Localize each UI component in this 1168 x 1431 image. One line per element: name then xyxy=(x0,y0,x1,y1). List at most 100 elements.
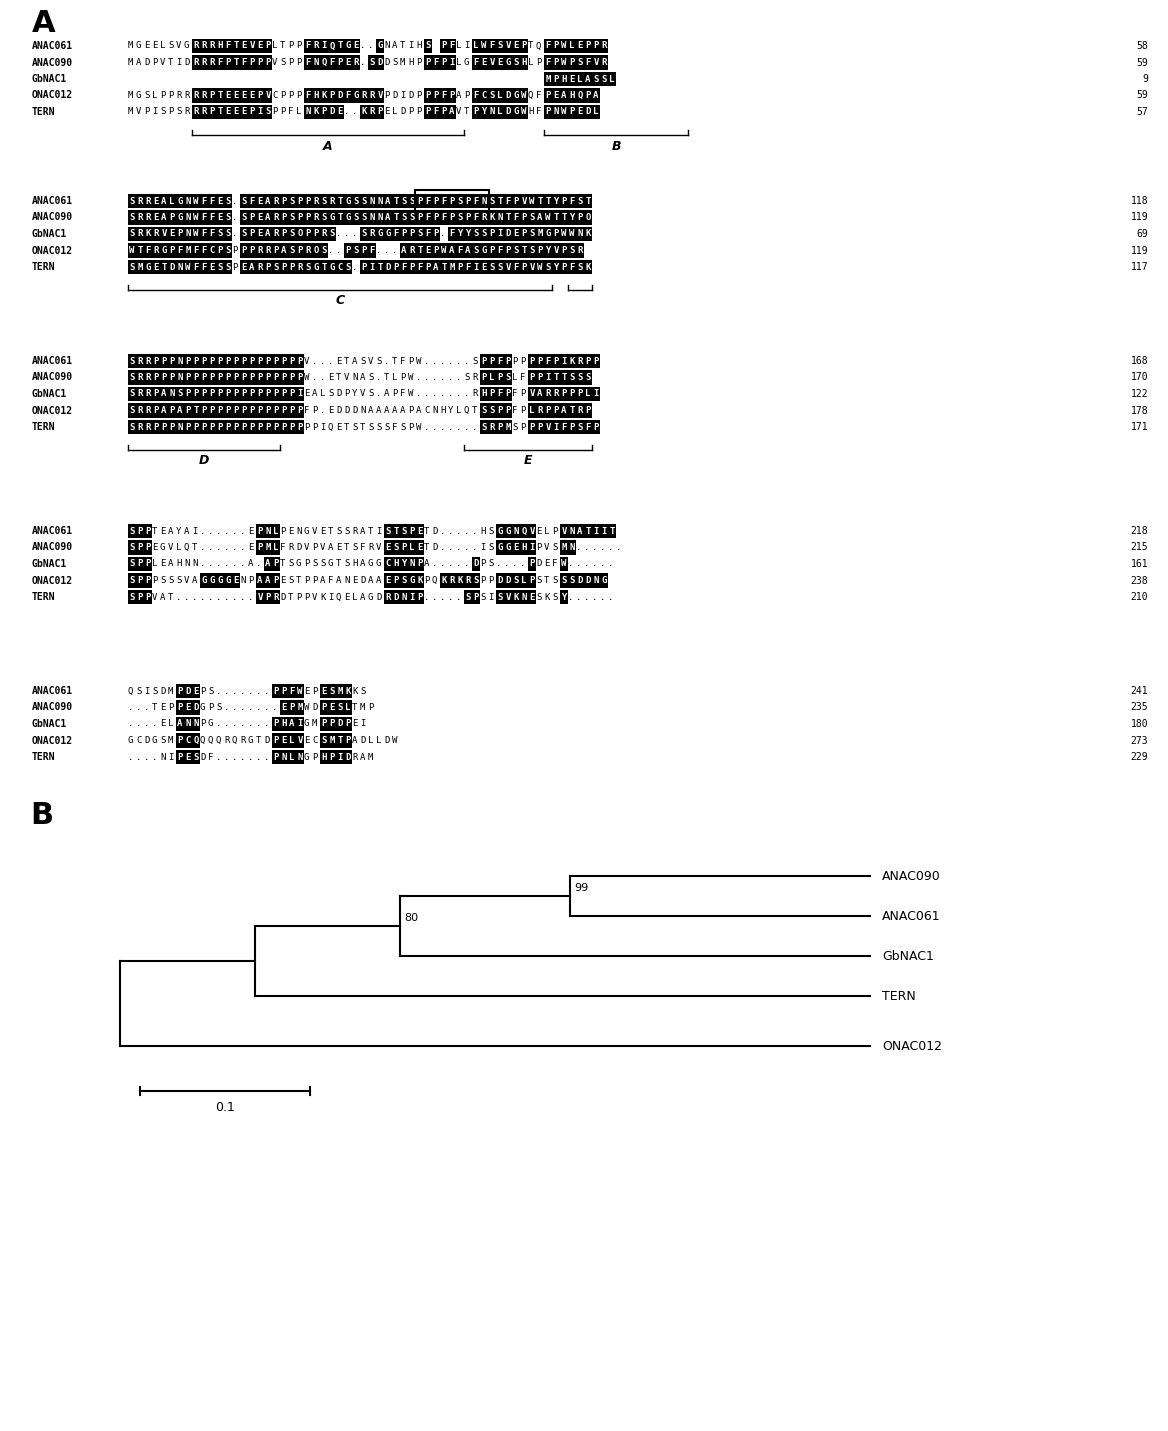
Text: A: A xyxy=(290,720,294,728)
Text: S: S xyxy=(160,736,166,746)
Text: R: R xyxy=(145,422,151,432)
Text: N: N xyxy=(569,527,575,535)
Text: ONAC012: ONAC012 xyxy=(32,90,74,100)
Text: A: A xyxy=(161,389,167,398)
Text: A: A xyxy=(450,107,454,116)
Text: P: P xyxy=(265,422,271,432)
Text: W: W xyxy=(194,213,199,222)
Text: E: E xyxy=(152,41,158,50)
Bar xyxy=(576,89,584,103)
Text: .: . xyxy=(264,753,270,761)
Text: P: P xyxy=(433,213,439,222)
Text: R: R xyxy=(138,422,142,432)
Text: P: P xyxy=(450,92,454,100)
Text: R: R xyxy=(321,229,327,239)
Text: 238: 238 xyxy=(1131,575,1148,585)
Text: F: F xyxy=(369,246,375,255)
Text: P: P xyxy=(537,246,543,255)
Text: A: A xyxy=(537,389,543,398)
Bar xyxy=(320,39,328,53)
Bar xyxy=(543,228,552,240)
Text: T: T xyxy=(562,213,566,222)
Text: D: D xyxy=(408,92,413,100)
Text: S: S xyxy=(290,246,294,255)
Text: T: T xyxy=(498,196,502,206)
Text: R: R xyxy=(577,356,583,365)
Text: .: . xyxy=(232,687,237,695)
Bar xyxy=(472,39,480,53)
Bar xyxy=(512,89,520,103)
Text: P: P xyxy=(225,389,231,398)
Text: P: P xyxy=(425,92,431,100)
Text: P: P xyxy=(424,577,430,585)
Bar xyxy=(144,243,152,258)
Text: P: P xyxy=(160,92,166,100)
Text: S: S xyxy=(513,577,519,585)
Bar xyxy=(543,419,552,434)
Bar xyxy=(520,104,528,119)
Text: H: H xyxy=(281,720,286,728)
Text: D: D xyxy=(498,577,502,585)
Text: A: A xyxy=(384,406,389,415)
Bar xyxy=(512,228,520,240)
Bar xyxy=(127,228,135,240)
Bar xyxy=(416,590,424,604)
Text: E: E xyxy=(257,196,263,206)
Text: P: P xyxy=(242,406,246,415)
Text: G: G xyxy=(161,246,167,255)
Bar xyxy=(559,260,568,275)
Text: .: . xyxy=(432,422,437,432)
Text: S: S xyxy=(225,262,231,272)
Bar xyxy=(576,353,584,368)
Text: H: H xyxy=(408,59,413,67)
Text: R: R xyxy=(201,92,207,100)
Bar xyxy=(384,524,392,538)
Text: M: M xyxy=(360,703,366,713)
Text: P: P xyxy=(537,373,543,382)
Bar xyxy=(216,195,224,207)
Text: P: P xyxy=(346,736,350,746)
Text: P: P xyxy=(377,107,383,116)
Text: R: R xyxy=(369,92,375,100)
Text: L: L xyxy=(169,196,175,206)
Bar xyxy=(495,404,505,418)
Bar xyxy=(279,210,288,225)
Bar xyxy=(592,89,600,103)
Bar xyxy=(576,104,584,119)
Text: P: P xyxy=(186,406,190,415)
Bar xyxy=(360,243,368,258)
Bar xyxy=(439,574,449,588)
Text: F: F xyxy=(450,229,454,239)
Text: E: E xyxy=(529,592,535,601)
Text: Y: Y xyxy=(449,406,453,415)
Text: W: W xyxy=(545,213,550,222)
Bar xyxy=(200,260,208,275)
Text: S: S xyxy=(488,542,493,552)
Text: S: S xyxy=(130,527,134,535)
Bar xyxy=(464,243,472,258)
Bar xyxy=(584,89,592,103)
Text: W: W xyxy=(304,373,310,382)
Text: P: P xyxy=(554,74,558,83)
Bar xyxy=(200,39,208,53)
Text: T: T xyxy=(217,92,223,100)
Text: S: S xyxy=(585,373,591,382)
Bar xyxy=(576,228,584,240)
Text: S: S xyxy=(321,213,327,222)
Text: P: P xyxy=(281,262,286,272)
Text: E: E xyxy=(242,262,246,272)
Bar xyxy=(183,353,192,368)
Bar xyxy=(528,541,536,555)
Bar xyxy=(208,210,216,225)
Bar xyxy=(208,89,216,103)
Text: .: . xyxy=(360,41,366,50)
Bar xyxy=(584,574,592,588)
Bar xyxy=(168,371,176,385)
Text: K: K xyxy=(417,577,423,585)
Text: .: . xyxy=(272,703,277,713)
Text: C: C xyxy=(424,406,430,415)
Bar xyxy=(216,404,224,418)
Bar xyxy=(399,210,408,225)
Bar xyxy=(488,56,496,70)
Text: E: E xyxy=(481,262,487,272)
